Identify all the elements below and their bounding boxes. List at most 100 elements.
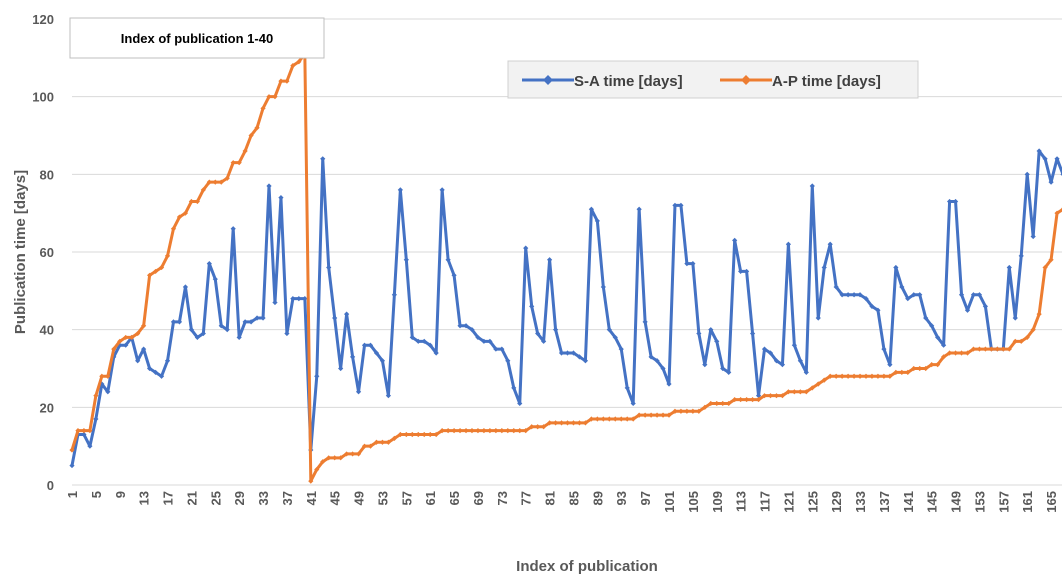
data-point	[266, 183, 272, 189]
data-point	[403, 431, 409, 438]
data-point	[469, 428, 475, 434]
x-tick-label: 77	[519, 491, 534, 505]
x-tick-label: 157	[996, 491, 1011, 513]
data-point	[529, 303, 535, 309]
x-tick-label: 125	[805, 491, 820, 513]
data-point	[361, 342, 368, 348]
data-point	[964, 350, 971, 356]
y-tick-label: 60	[40, 245, 54, 260]
data-point	[385, 439, 392, 445]
x-tick-label: 97	[638, 491, 653, 505]
data-point	[69, 462, 75, 469]
data-point	[463, 323, 469, 329]
data-point	[517, 400, 523, 407]
data-point	[224, 327, 230, 333]
data-point	[570, 350, 577, 356]
data-point	[338, 455, 344, 461]
data-point	[105, 389, 111, 395]
data-point	[666, 381, 672, 387]
data-point	[242, 148, 248, 154]
x-tick-label: 37	[280, 491, 295, 505]
data-point	[170, 319, 177, 325]
data-point	[391, 292, 397, 298]
data-point	[117, 338, 123, 344]
data-point	[529, 424, 535, 430]
data-point	[499, 346, 505, 352]
data-point	[821, 377, 827, 383]
data-point	[773, 393, 780, 399]
data-point	[887, 373, 893, 379]
data-point	[726, 369, 732, 375]
data-point	[952, 350, 959, 356]
data-point	[618, 416, 624, 422]
data-point	[881, 346, 887, 352]
data-point	[493, 346, 499, 352]
data-point	[421, 338, 427, 344]
data-point	[702, 362, 708, 368]
data-point	[803, 369, 809, 375]
data-point	[117, 342, 123, 348]
data-point	[600, 416, 606, 422]
data-point	[941, 342, 947, 348]
x-tick-label: 93	[614, 491, 629, 505]
data-point	[1006, 346, 1012, 352]
data-point	[541, 424, 547, 430]
y-tick-label: 80	[40, 167, 54, 182]
x-tick-label: 45	[328, 491, 343, 505]
data-point	[230, 160, 236, 166]
data-point	[409, 334, 415, 341]
data-point	[958, 350, 965, 356]
data-point	[505, 358, 511, 364]
data-point	[224, 175, 230, 181]
data-point	[749, 330, 756, 337]
x-tick-label: 101	[662, 491, 677, 513]
data-point	[755, 396, 762, 403]
data-point	[523, 245, 529, 251]
data-point	[332, 455, 338, 461]
data-point	[248, 132, 254, 139]
data-point	[899, 369, 905, 375]
data-point	[206, 179, 212, 185]
data-point	[212, 179, 218, 185]
data-point	[684, 408, 690, 414]
data-point	[284, 78, 290, 84]
data-point	[254, 125, 260, 131]
x-tick-label: 49	[352, 491, 367, 505]
data-point	[290, 296, 296, 302]
data-point	[845, 373, 851, 379]
legend-item-sa: S-A time [days]	[522, 73, 683, 90]
data-point	[767, 393, 774, 399]
series-layer	[69, 51, 1062, 484]
data-point	[588, 206, 594, 212]
y-tick-label: 40	[40, 323, 54, 338]
data-point	[558, 350, 565, 356]
data-point	[475, 334, 481, 341]
x-tick-label: 89	[590, 491, 605, 505]
data-point	[976, 346, 983, 352]
data-point	[367, 443, 374, 449]
data-point	[135, 330, 141, 337]
data-point	[230, 226, 236, 232]
data-point	[511, 385, 517, 391]
data-point	[188, 327, 194, 333]
data-point	[487, 338, 493, 344]
data-point	[164, 358, 171, 364]
data-point	[338, 365, 344, 372]
data-point	[970, 292, 977, 298]
data-point	[857, 292, 863, 298]
data-point	[541, 338, 547, 344]
legend-label-ap: A-P time [days]	[772, 73, 881, 90]
data-point	[439, 428, 445, 434]
data-point	[433, 350, 439, 356]
data-point	[821, 264, 827, 271]
data-point	[982, 303, 989, 309]
data-point	[946, 350, 953, 356]
x-tick-labels: 1 5 9 13 17 21 25 29 33 37 41 45 49 53 57 61 65 69 73 77 81 8…	[65, 491, 1059, 513]
data-point	[547, 257, 553, 263]
annotation-text: Index of publication 1-40	[121, 31, 273, 46]
data-point	[176, 214, 183, 220]
data-point	[642, 319, 648, 325]
data-point	[815, 381, 821, 387]
data-point	[481, 428, 487, 434]
data-point	[875, 307, 881, 313]
